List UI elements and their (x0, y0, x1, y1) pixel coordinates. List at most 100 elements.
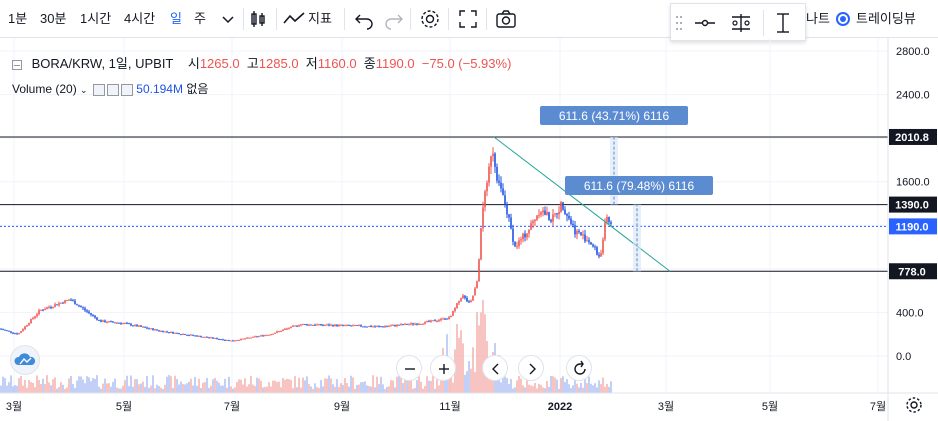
settings-icon[interactable] (418, 7, 442, 31)
measure-range (633, 204, 641, 272)
candlestick-icon[interactable] (246, 7, 270, 31)
camera-icon[interactable] (494, 7, 518, 31)
volume-bar (44, 383, 46, 393)
candle-body (594, 246, 596, 248)
candle-body (376, 326, 378, 328)
candle-body (228, 339, 230, 341)
interval-30m[interactable]: 30분 (40, 11, 67, 26)
indicators-label[interactable]: 지표 (308, 11, 332, 26)
candle-body (334, 324, 336, 327)
volume-bar (292, 388, 294, 393)
indicator-icon[interactable] (282, 7, 306, 31)
candle-body (302, 324, 304, 326)
candle-body (20, 331, 22, 334)
measure-tools[interactable]: 611.6 (43.71%) 6116 611.6 (79.48%) 6116 (540, 106, 713, 272)
volume-bar (0, 385, 2, 393)
volume-label[interactable]: Volume (20) (12, 82, 77, 96)
volume-bar (38, 380, 40, 393)
candle-body (226, 339, 228, 341)
volume-bar (248, 384, 250, 393)
zoom-in-button[interactable] (430, 355, 456, 381)
drag-handle-icon[interactable] (675, 14, 683, 32)
settings-icon[interactable] (106, 83, 119, 96)
volume-bar (122, 385, 124, 393)
collapse-icon[interactable] (12, 59, 22, 70)
volume-bar (222, 385, 224, 393)
volume-bar (564, 382, 566, 393)
settings-gear-icon[interactable] (904, 395, 924, 415)
candle-body (28, 323, 30, 326)
volume-bar (112, 381, 114, 393)
toolbar-divider (486, 8, 487, 30)
candle-body (186, 334, 188, 336)
volume-bar (480, 312, 482, 393)
candle-body (346, 324, 348, 326)
candle-body (16, 333, 18, 335)
ruler-icon[interactable] (729, 11, 753, 35)
volume-bar (392, 380, 394, 393)
candle-body (368, 326, 370, 328)
open-label: 시 (187, 56, 200, 71)
undo-icon[interactable] (352, 7, 376, 31)
volume-bar (330, 378, 332, 393)
candle-body (526, 233, 528, 238)
candle-body (438, 320, 440, 322)
candle-body (540, 212, 542, 215)
price-chart[interactable]: 611.6 (43.71%) 6116 611.6 (79.48%) 6116 2… (0, 38, 938, 421)
chevron-down-icon[interactable] (216, 7, 240, 31)
candle-body (412, 323, 414, 325)
interval-4h[interactable]: 4시간 (124, 11, 156, 26)
volume-bar (510, 378, 512, 393)
candle-body (290, 326, 292, 329)
interval-1d[interactable]: 일 (170, 11, 182, 26)
chevron-down-icon[interactable]: ⌄ (80, 85, 88, 95)
close-icon[interactable] (120, 83, 133, 96)
redo-icon[interactable] (382, 7, 406, 31)
volume-bar (78, 376, 80, 393)
volume-bar (30, 382, 32, 393)
scroll-left-button[interactable] (482, 355, 508, 381)
cloud-icon (14, 353, 36, 365)
candle-body (580, 232, 582, 236)
horizontal-line-icon[interactable] (693, 11, 717, 35)
candle-body (358, 325, 360, 327)
candle-body (182, 334, 184, 336)
candle-body (274, 332, 276, 334)
candle-body (52, 306, 54, 308)
candle-body (340, 324, 342, 326)
symbol-label[interactable]: BORA/KRW, 1일, UPBIT (31, 56, 174, 71)
volume-bar (384, 388, 386, 393)
candle-body (0, 328, 2, 330)
scroll-right-button[interactable] (518, 355, 544, 381)
interval-1h[interactable]: 1시간 (80, 11, 112, 26)
fullscreen-icon[interactable] (456, 7, 480, 31)
candle-body (494, 153, 496, 167)
candle-body (264, 335, 266, 337)
volume-bar (100, 388, 102, 393)
price-tick-label: 400.0 (896, 307, 924, 319)
zoom-out-button[interactable] (396, 355, 422, 381)
volume-bar (396, 376, 398, 393)
candle-body (238, 340, 240, 342)
candle-body (150, 328, 152, 330)
vertical-line-icon[interactable] (771, 11, 795, 35)
volume-bar (410, 378, 412, 393)
time-tick-label: 3월 (658, 400, 674, 413)
tradingview-label[interactable]: 트레이딩뷰 (856, 11, 916, 26)
candle-body (386, 326, 388, 328)
interval-1m[interactable]: 1분 (8, 11, 28, 26)
candle-body (366, 326, 368, 328)
candle-body (88, 311, 90, 314)
reset-button[interactable] (566, 355, 592, 381)
candle-body (468, 301, 470, 303)
candle-body (196, 335, 198, 337)
tradingview-radio[interactable] (836, 12, 850, 26)
eye-icon[interactable] (92, 83, 105, 96)
candle-body (380, 326, 382, 328)
volume-bar (238, 379, 240, 393)
volume-bar (92, 378, 94, 393)
volume-bar (132, 386, 134, 393)
candle-body (10, 331, 12, 333)
interval-1w[interactable]: 주 (194, 11, 206, 26)
measure-label-text: 611.6 (43.71%) 6116 (559, 109, 670, 123)
